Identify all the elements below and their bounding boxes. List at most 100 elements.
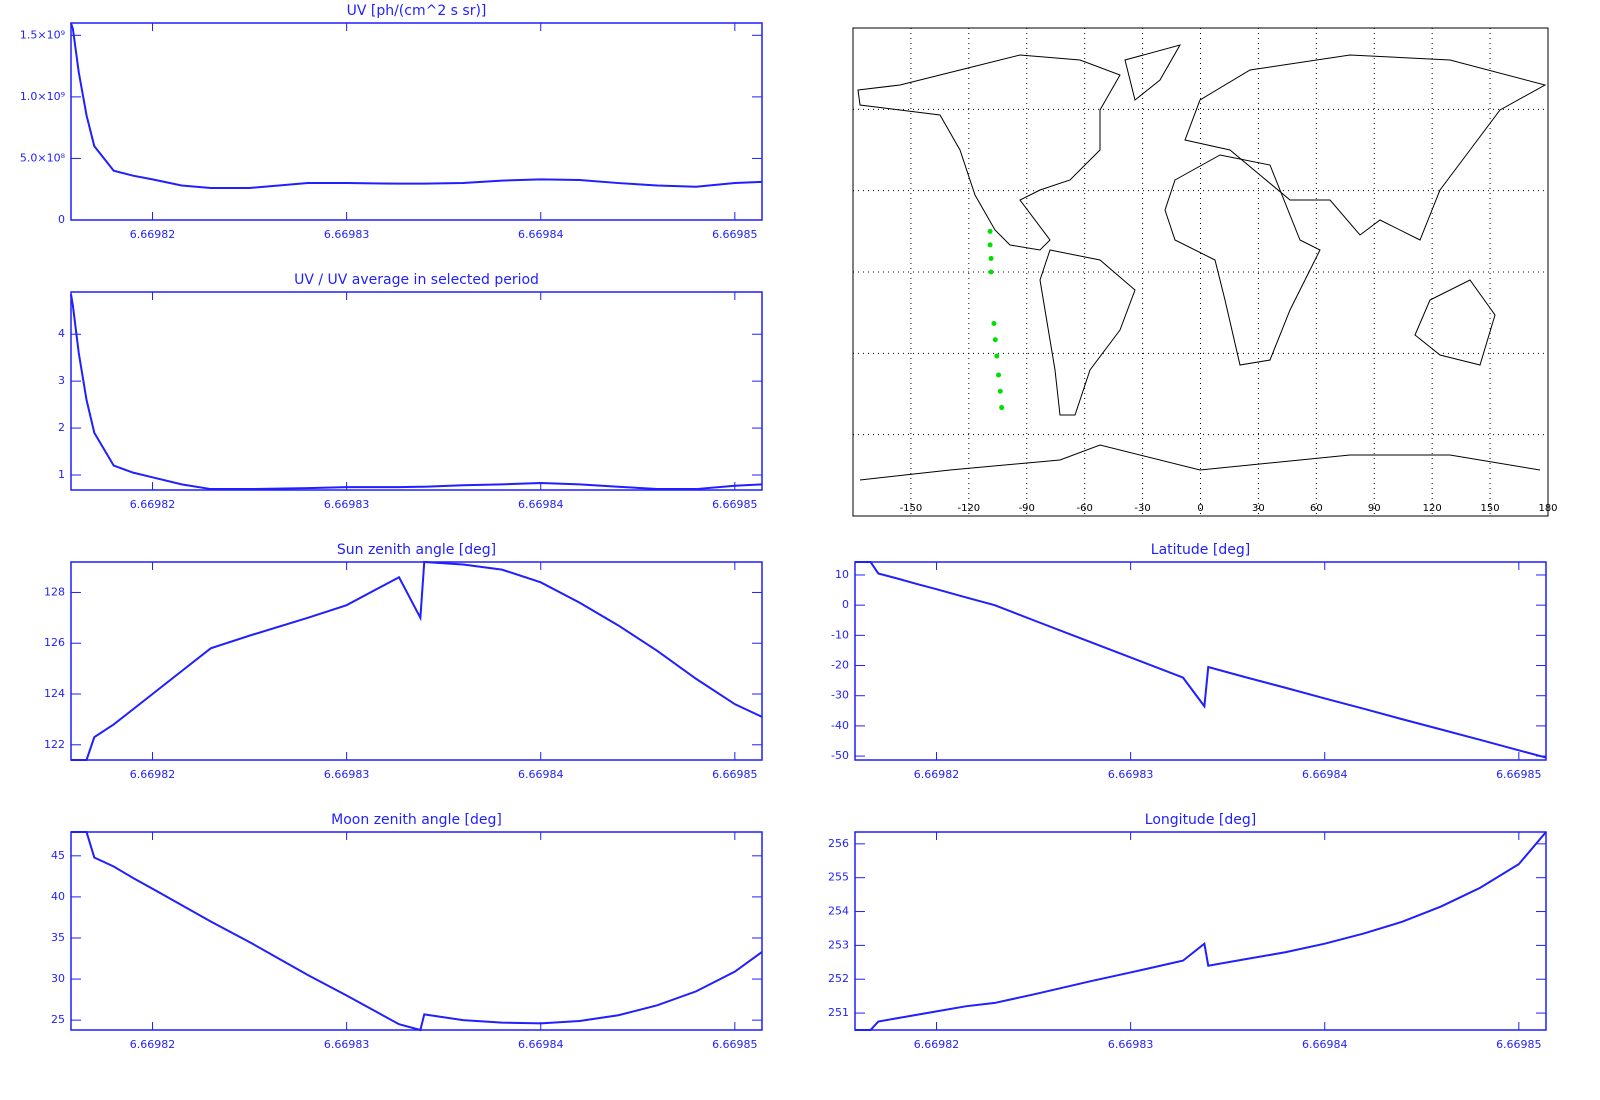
y-tick-label: 256 [828,837,849,850]
track-point [996,372,1002,378]
chart-title: UV / UV average in selected period [294,272,539,288]
y-tick-label: 251 [828,1006,849,1019]
africa [1164,154,1321,366]
x-tick-label: 6.66984 [1302,1038,1348,1051]
y-tick-label: -50 [831,749,849,762]
x-tick-label: 6.66982 [130,768,176,781]
y-tick-label: 254 [828,905,849,918]
y-tick-label: 30 [51,972,65,985]
track-point [987,228,993,234]
x-tick-label: 6.66985 [712,498,758,511]
x-tick-label: 6.66982 [130,498,176,511]
y-tick-label: 45 [51,849,65,862]
y-tick-label: -30 [831,689,849,702]
y-tick-label: 0 [58,213,65,226]
x-tick-label: -90 [1019,503,1035,514]
x-tick-label: 6.66985 [712,1038,758,1051]
x-tick-label: 6.66984 [518,498,564,511]
north-america [857,54,1121,251]
y-tick-label: 3 [58,374,65,387]
antarctica [859,444,1541,481]
y-tick-label: 124 [44,687,65,700]
x-tick-label: -150 [900,503,923,514]
south-america [1039,249,1136,416]
chart-title: Moon zenith angle [deg] [331,812,502,828]
x-tick-label: 6.66983 [1108,768,1154,781]
chart-title: Latitude [deg] [1151,542,1250,558]
x-tick-label: 6.66983 [1108,1038,1154,1051]
x-tick-label: 6.66983 [324,768,370,781]
y-tick-label: 122 [44,738,65,751]
chart-title: Longitude [deg] [1145,812,1256,828]
data-line [855,831,1547,1031]
track-point [999,405,1005,411]
x-tick-label: 0 [1197,503,1203,514]
x-tick-label: 6.66983 [324,228,370,241]
y-tick-label: 0 [842,598,849,611]
plot-frame [70,291,763,491]
x-tick-label: 180 [1538,503,1557,514]
track-point [991,321,997,327]
x-tick-label: 30 [1252,503,1265,514]
greenland [1124,44,1182,101]
y-tick-label: -10 [831,628,849,641]
chart-title: UV [ph/(cm^2 s sr)] [347,3,487,19]
y-tick-label: 5.0×10⁸ [20,151,66,164]
x-tick-label: -60 [1076,503,1092,514]
y-tick-label: 40 [51,890,65,903]
plot-frame [70,22,763,221]
y-tick-label: 4 [58,327,65,340]
coastlines [857,44,1547,481]
y-tick-label: 126 [44,636,65,649]
x-tick-label: 6.66984 [518,228,564,241]
plot-frame [70,831,763,1031]
x-tick-label: -30 [1134,503,1150,514]
data-line [70,22,763,189]
track-point [988,255,994,261]
x-tick-label: 6.66984 [518,768,564,781]
x-tick-label: 90 [1368,503,1381,514]
y-tick-label: 255 [828,871,849,884]
track-point [988,269,994,275]
x-tick-label: 6.66984 [518,1038,564,1051]
y-tick-label: 1 [58,468,65,481]
x-tick-label: 6.66985 [712,768,758,781]
data-line [71,831,763,1032]
data-line [71,560,763,761]
y-tick-label: 25 [51,1013,65,1026]
y-tick-label: 252 [828,972,849,985]
x-tick-label: 6.66982 [914,768,960,781]
y-tick-label: 1.5×10⁹ [20,28,65,41]
x-tick-label: 60 [1310,503,1323,514]
y-tick-label: 35 [51,931,65,944]
plot-frame [854,831,1547,1031]
x-tick-label: 6.66982 [130,228,176,241]
x-tick-label: 120 [1423,503,1442,514]
x-tick-label: 150 [1481,503,1500,514]
y-tick-label: -40 [831,719,849,732]
x-tick-label: 6.66985 [1496,768,1542,781]
eurasia [1184,54,1547,241]
x-tick-label: 6.66983 [324,498,370,511]
y-tick-label: 2 [58,421,65,434]
data-line [855,561,1547,759]
track-point [992,337,998,343]
x-tick-label: 6.66983 [324,1038,370,1051]
x-tick-label: 6.66985 [712,228,758,241]
plot-frame [70,561,763,761]
x-tick-label: 6.66982 [130,1038,176,1051]
track-point [997,388,1003,394]
y-tick-label: 253 [828,938,849,951]
data-line [70,294,763,491]
x-tick-label: -120 [957,503,980,514]
x-tick-label: 6.66984 [1302,768,1348,781]
x-tick-label: 6.66982 [914,1038,960,1051]
australia [1414,279,1496,366]
plot-frame [854,561,1547,761]
y-tick-label: 10 [835,568,849,581]
x-tick-label: 6.66985 [1496,1038,1542,1051]
y-tick-label: -20 [831,659,849,672]
y-tick-label: 1.0×10⁹ [20,90,65,103]
